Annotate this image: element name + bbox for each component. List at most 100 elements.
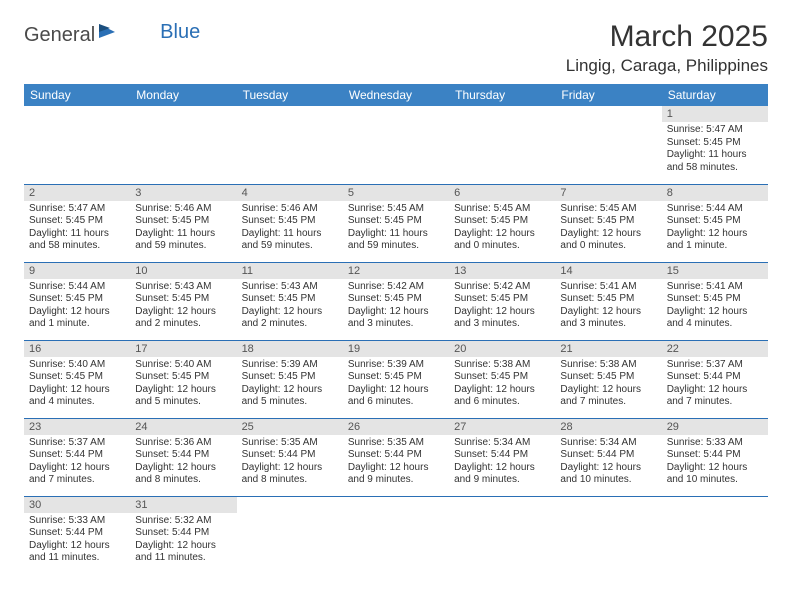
day-body: Sunrise: 5:35 AMSunset: 5:44 PMDaylight:…: [237, 435, 343, 491]
calendar-week-row: 2Sunrise: 5:47 AMSunset: 5:45 PMDaylight…: [24, 184, 768, 262]
sunrise-text: Sunrise: 5:42 AM: [454, 281, 550, 294]
calendar-week-row: 16Sunrise: 5:40 AMSunset: 5:45 PMDayligh…: [24, 340, 768, 418]
sunrise-text: Sunrise: 5:47 AM: [667, 124, 763, 137]
calendar-day-cell: 28Sunrise: 5:34 AMSunset: 5:44 PMDayligh…: [555, 418, 661, 496]
calendar-day-cell: [237, 496, 343, 574]
day-body: Sunrise: 5:37 AMSunset: 5:44 PMDaylight:…: [24, 435, 130, 491]
sunset-text: Sunset: 5:45 PM: [560, 371, 656, 384]
sunset-text: Sunset: 5:45 PM: [560, 215, 656, 228]
sunset-text: Sunset: 5:45 PM: [29, 215, 125, 228]
day-number: 28: [555, 419, 661, 435]
calendar-day-cell: 5Sunrise: 5:45 AMSunset: 5:45 PMDaylight…: [343, 184, 449, 262]
day-body: Sunrise: 5:42 AMSunset: 5:45 PMDaylight:…: [449, 279, 555, 335]
daylight-text: Daylight: 12 hours and 3 minutes.: [348, 306, 444, 331]
sunrise-text: Sunrise: 5:41 AM: [667, 281, 763, 294]
sunrise-text: Sunrise: 5:44 AM: [29, 281, 125, 294]
sunrise-text: Sunrise: 5:39 AM: [348, 359, 444, 372]
day-body: Sunrise: 5:34 AMSunset: 5:44 PMDaylight:…: [449, 435, 555, 491]
location: Lingig, Caraga, Philippines: [566, 56, 768, 76]
day-number: 10: [130, 263, 236, 279]
day-number: 24: [130, 419, 236, 435]
daylight-text: Daylight: 12 hours and 2 minutes.: [135, 306, 231, 331]
calendar-day-cell: [449, 496, 555, 574]
sunrise-text: Sunrise: 5:45 AM: [454, 203, 550, 216]
calendar-day-cell: 4Sunrise: 5:46 AMSunset: 5:45 PMDaylight…: [237, 184, 343, 262]
day-body: Sunrise: 5:37 AMSunset: 5:44 PMDaylight:…: [662, 357, 768, 413]
daylight-text: Daylight: 11 hours and 59 minutes.: [348, 228, 444, 253]
sunset-text: Sunset: 5:44 PM: [29, 527, 125, 540]
sunset-text: Sunset: 5:45 PM: [242, 371, 338, 384]
day-body: Sunrise: 5:33 AMSunset: 5:44 PMDaylight:…: [24, 513, 130, 569]
day-body: Sunrise: 5:43 AMSunset: 5:45 PMDaylight:…: [237, 279, 343, 335]
daylight-text: Daylight: 12 hours and 7 minutes.: [560, 384, 656, 409]
logo-text-blue: Blue: [160, 21, 200, 44]
calendar-day-cell: [343, 106, 449, 184]
sunrise-text: Sunrise: 5:35 AM: [348, 437, 444, 450]
daylight-text: Daylight: 12 hours and 4 minutes.: [29, 384, 125, 409]
daylight-text: Daylight: 12 hours and 7 minutes.: [29, 462, 125, 487]
day-number: 6: [449, 185, 555, 201]
sunrise-text: Sunrise: 5:38 AM: [560, 359, 656, 372]
daylight-text: Daylight: 12 hours and 3 minutes.: [454, 306, 550, 331]
calendar-day-cell: 30Sunrise: 5:33 AMSunset: 5:44 PMDayligh…: [24, 496, 130, 574]
calendar-body: 1Sunrise: 5:47 AMSunset: 5:45 PMDaylight…: [24, 106, 768, 574]
day-body: Sunrise: 5:47 AMSunset: 5:45 PMDaylight:…: [24, 201, 130, 257]
calendar-day-cell: 31Sunrise: 5:32 AMSunset: 5:44 PMDayligh…: [130, 496, 236, 574]
calendar-day-cell: 12Sunrise: 5:42 AMSunset: 5:45 PMDayligh…: [343, 262, 449, 340]
sunrise-text: Sunrise: 5:37 AM: [29, 437, 125, 450]
daylight-text: Daylight: 12 hours and 6 minutes.: [348, 384, 444, 409]
day-body: Sunrise: 5:41 AMSunset: 5:45 PMDaylight:…: [555, 279, 661, 335]
calendar-day-cell: 24Sunrise: 5:36 AMSunset: 5:44 PMDayligh…: [130, 418, 236, 496]
calendar-day-cell: 21Sunrise: 5:38 AMSunset: 5:45 PMDayligh…: [555, 340, 661, 418]
sunset-text: Sunset: 5:45 PM: [242, 215, 338, 228]
calendar-week-row: 9Sunrise: 5:44 AMSunset: 5:45 PMDaylight…: [24, 262, 768, 340]
sunset-text: Sunset: 5:45 PM: [667, 137, 763, 150]
day-number: 16: [24, 341, 130, 357]
daylight-text: Daylight: 12 hours and 5 minutes.: [242, 384, 338, 409]
daylight-text: Daylight: 12 hours and 11 minutes.: [135, 540, 231, 565]
daylight-text: Daylight: 12 hours and 4 minutes.: [667, 306, 763, 331]
calendar-day-cell: [130, 106, 236, 184]
sunrise-text: Sunrise: 5:45 AM: [560, 203, 656, 216]
sunrise-text: Sunrise: 5:33 AM: [29, 515, 125, 528]
daylight-text: Daylight: 12 hours and 9 minutes.: [348, 462, 444, 487]
calendar-day-cell: 10Sunrise: 5:43 AMSunset: 5:45 PMDayligh…: [130, 262, 236, 340]
sunset-text: Sunset: 5:45 PM: [135, 215, 231, 228]
calendar-day-cell: 7Sunrise: 5:45 AMSunset: 5:45 PMDaylight…: [555, 184, 661, 262]
calendar-day-cell: 25Sunrise: 5:35 AMSunset: 5:44 PMDayligh…: [237, 418, 343, 496]
sunrise-text: Sunrise: 5:44 AM: [667, 203, 763, 216]
calendar-day-cell: 18Sunrise: 5:39 AMSunset: 5:45 PMDayligh…: [237, 340, 343, 418]
daylight-text: Daylight: 12 hours and 5 minutes.: [135, 384, 231, 409]
daylight-text: Daylight: 11 hours and 58 minutes.: [29, 228, 125, 253]
calendar-page: General Blue March 2025 Lingig, Caraga, …: [0, 0, 792, 584]
day-number: 17: [130, 341, 236, 357]
sunrise-text: Sunrise: 5:41 AM: [560, 281, 656, 294]
day-number: 11: [237, 263, 343, 279]
daylight-text: Daylight: 12 hours and 11 minutes.: [29, 540, 125, 565]
sunset-text: Sunset: 5:45 PM: [29, 293, 125, 306]
day-number: 1: [662, 106, 768, 122]
sunrise-text: Sunrise: 5:40 AM: [135, 359, 231, 372]
day-body: Sunrise: 5:38 AMSunset: 5:45 PMDaylight:…: [555, 357, 661, 413]
sunrise-text: Sunrise: 5:33 AM: [667, 437, 763, 450]
calendar-day-cell: 16Sunrise: 5:40 AMSunset: 5:45 PMDayligh…: [24, 340, 130, 418]
day-number: 27: [449, 419, 555, 435]
calendar-day-cell: 23Sunrise: 5:37 AMSunset: 5:44 PMDayligh…: [24, 418, 130, 496]
day-body: Sunrise: 5:44 AMSunset: 5:45 PMDaylight:…: [662, 201, 768, 257]
day-number: 5: [343, 185, 449, 201]
sunset-text: Sunset: 5:45 PM: [135, 371, 231, 384]
sunrise-text: Sunrise: 5:47 AM: [29, 203, 125, 216]
calendar-day-cell: 8Sunrise: 5:44 AMSunset: 5:45 PMDaylight…: [662, 184, 768, 262]
calendar-day-cell: [24, 106, 130, 184]
calendar-day-cell: 1Sunrise: 5:47 AMSunset: 5:45 PMDaylight…: [662, 106, 768, 184]
day-number: 7: [555, 185, 661, 201]
day-body: Sunrise: 5:38 AMSunset: 5:45 PMDaylight:…: [449, 357, 555, 413]
sunset-text: Sunset: 5:45 PM: [454, 293, 550, 306]
weekday-header: Saturday: [662, 84, 768, 106]
sunrise-text: Sunrise: 5:43 AM: [135, 281, 231, 294]
calendar-day-cell: 14Sunrise: 5:41 AMSunset: 5:45 PMDayligh…: [555, 262, 661, 340]
day-body: Sunrise: 5:47 AMSunset: 5:45 PMDaylight:…: [662, 122, 768, 178]
sunset-text: Sunset: 5:45 PM: [29, 371, 125, 384]
day-body: Sunrise: 5:42 AMSunset: 5:45 PMDaylight:…: [343, 279, 449, 335]
sunset-text: Sunset: 5:44 PM: [29, 449, 125, 462]
